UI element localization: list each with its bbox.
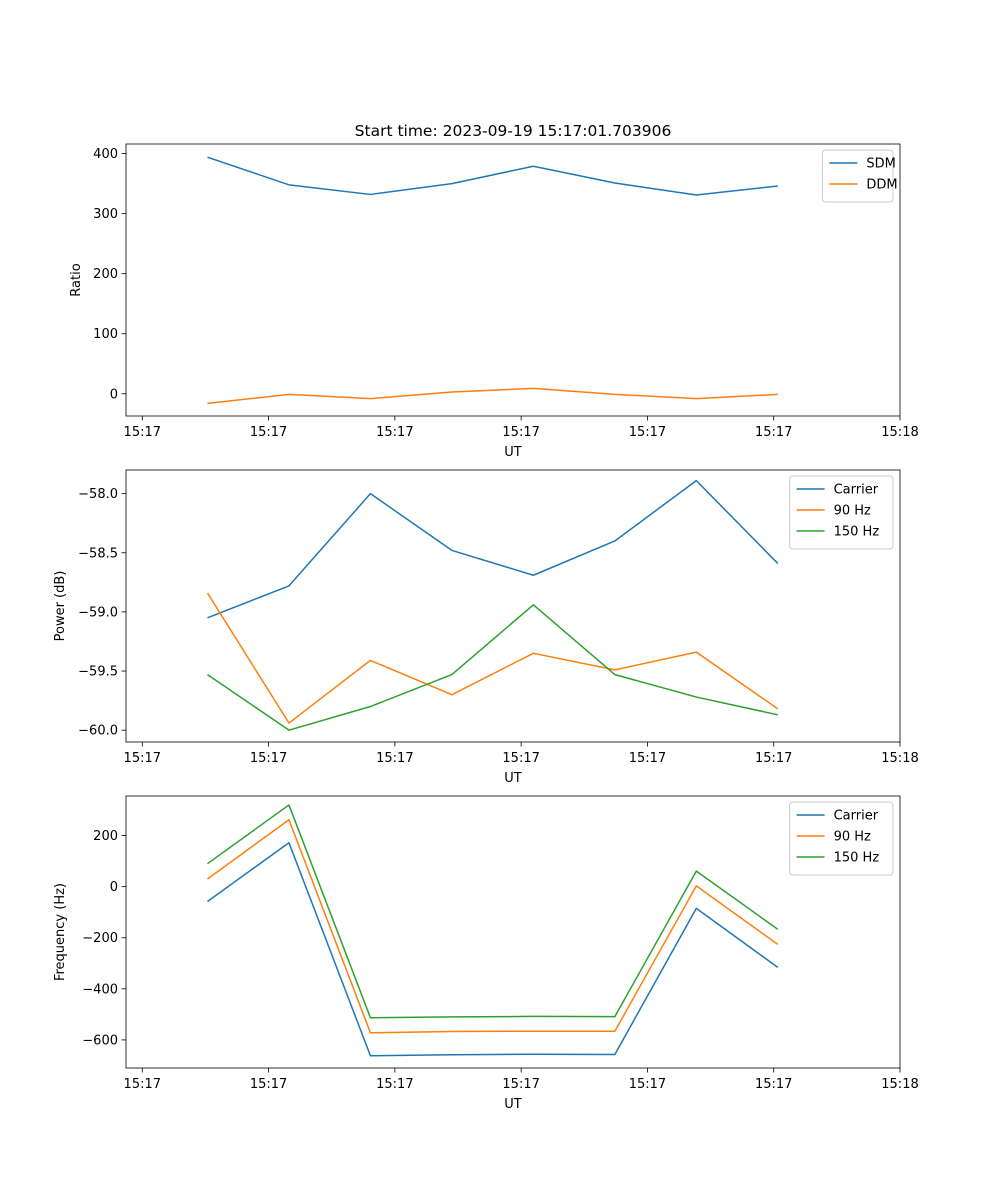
series-line-carrier (207, 841, 779, 1057)
x-tick-label: 15:18 (881, 751, 918, 766)
y-tick-label: 400 (93, 147, 118, 162)
legend-label: Carrier (834, 809, 879, 824)
x-tick-label: 15:17 (755, 1077, 792, 1092)
x-axis-label: UT (504, 445, 522, 460)
y-tick-label: −58.5 (78, 546, 118, 561)
panel-3: 15:17 15:17 15:17 15:17 15:17 15:17 15:18 −600 −… (53, 795, 919, 1112)
x-tick-label: 15:17 (502, 1077, 539, 1092)
panel-1: 15:17 15:17 15:17 15:17 15:17 15:17 15:18 0 100 2… (69, 143, 919, 460)
y-tick-label: 0 (110, 880, 118, 895)
x-tick-label: 15:17 (250, 751, 287, 766)
series-line-sdm (207, 156, 778, 196)
legend-label: 90 Hz (834, 830, 871, 845)
x-tick-label: 15:17 (629, 425, 666, 440)
y-tick-label: −600 (82, 1033, 118, 1048)
series-line-150-hz (207, 804, 779, 1019)
series-line-90-hz (207, 819, 779, 1034)
x-tick-label: 15:17 (124, 1077, 161, 1092)
y-tick-label: 0 (110, 387, 118, 402)
axes-frame (125, 469, 901, 743)
legend: Carrier 90 Hz 150 Hz (789, 475, 894, 550)
series-line-90-hz (206, 592, 779, 724)
x-tick-label: 15:17 (376, 1077, 413, 1092)
legend-label: SDM (866, 157, 895, 172)
legend-label: 90 Hz (834, 504, 871, 519)
x-tick-label: 15:17 (755, 425, 792, 440)
x-tick-label: 15:17 (376, 425, 413, 440)
y-tick-label: −400 (82, 982, 118, 997)
series-line-150-hz (207, 604, 778, 731)
y-tick-label: −59.0 (78, 605, 118, 620)
legend-label: Carrier (834, 483, 879, 498)
legend-label: 150 Hz (834, 525, 880, 540)
panel-2: 15:17 15:17 15:17 15:17 15:17 15:17 15:18 −60.0… (53, 469, 919, 786)
x-tick-label: 15:17 (376, 751, 413, 766)
legend: Carrier 90 Hz 150 Hz (789, 801, 894, 876)
x-tick-label: 15:17 (250, 1077, 287, 1092)
chart-title: Start time: 2023-09-19 15:17:01.703906 (355, 122, 672, 140)
y-axis-label: Power (dB) (53, 571, 68, 642)
series-line-ddm (207, 387, 778, 405)
legend: SDM DDM (821, 149, 898, 203)
y-tick-label: 100 (93, 327, 118, 342)
x-axis-label: UT (504, 1097, 522, 1112)
x-tick-label: 15:17 (124, 425, 161, 440)
axes-frame (125, 795, 901, 1069)
y-tick-label: 300 (93, 207, 118, 222)
x-tick-label: 15:17 (250, 425, 287, 440)
y-tick-label: 200 (93, 267, 118, 282)
x-axis-label: UT (504, 771, 522, 786)
y-tick-label: −200 (82, 931, 118, 946)
series-line-carrier (207, 479, 779, 619)
x-tick-label: 15:17 (755, 751, 792, 766)
y-tick-label: −59.5 (78, 665, 118, 680)
x-tick-label: 15:17 (502, 425, 539, 440)
x-tick-label: 15:18 (881, 425, 918, 440)
x-tick-label: 15:17 (629, 1077, 666, 1092)
legend-label: DDM (866, 178, 897, 193)
x-tick-label: 15:18 (881, 1077, 918, 1092)
axes-frame (125, 143, 901, 417)
y-tick-label: −60.0 (78, 724, 118, 739)
y-axis-label: Frequency (Hz) (53, 883, 68, 981)
x-tick-label: 15:17 (124, 751, 161, 766)
legend-label: 150 Hz (834, 851, 880, 866)
x-tick-label: 15:17 (629, 751, 666, 766)
y-tick-label: −58.0 (78, 487, 118, 502)
x-tick-label: 15:17 (502, 751, 539, 766)
y-tick-label: 200 (93, 829, 118, 844)
y-axis-label: Ratio (69, 263, 84, 296)
